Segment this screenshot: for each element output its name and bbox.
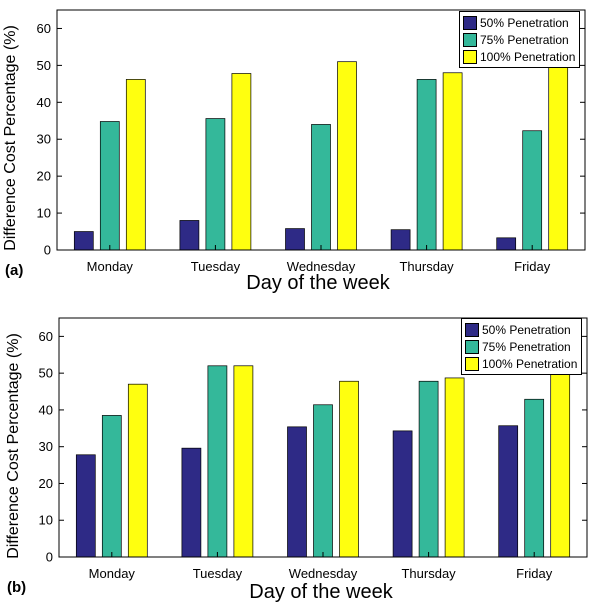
legend-label-75: 75% Penetration [482,339,571,354]
legend-label-100: 100% Penetration [480,49,576,64]
y-tick-label-10: 10 [39,513,53,528]
chart-panel-a: Monday Tuesday Wednesday Thursday Friday 0 10 2… [2,9,586,294]
x-tick-label-tuesday: Tuesday [193,566,243,581]
plot-frame [56,9,586,251]
chart-b-x-axis-label: Day of the week [249,581,393,603]
y-tick-label-20: 20 [39,476,53,491]
bar-thursday-100 [444,377,465,558]
bar-wednesday-100 [337,61,357,251]
bar-wednesday-50 [285,228,305,251]
chart-b-legend: 50% Penetration 75% Penetration 100% Pen… [461,318,583,375]
chart-b-panel-label: (b) [7,579,27,596]
y-tick-label-30: 30 [37,132,51,147]
chart-a-y-axis-label: Difference Cost Percentage (%) [2,25,19,251]
y-tick-label-50: 50 [37,58,51,73]
x-tick-label-wednesday: Wednesday [289,566,358,581]
bar-monday-50 [75,454,96,558]
bar-wednesday-50 [287,426,307,558]
bar-thursday-50 [390,229,411,251]
bar-tuesday-100 [233,365,254,558]
legend-item-75: 75% Penetration [463,31,575,48]
chart-a-x-axis-label: Day of the week [246,272,390,294]
chart-panel-b: Monday Tuesday Wednesday Thursday Friday 0 10 2… [0,304,593,608]
bar-tuesday-100 [231,73,252,251]
legend-swatch-50 [465,322,479,337]
bar-tuesday-50 [181,447,202,558]
chart-a-legend: 50% Penetration 75% Penetration 100% Pen… [459,11,581,68]
legend-item-50: 50% Penetration [463,14,575,31]
y-tick-label-60: 60 [39,329,53,344]
bar-monday-100 [127,383,148,558]
legend-label-100: 100% Penetration [482,356,578,371]
x-tick-label-friday: Friday [514,259,551,274]
legend-label-50: 50% Penetration [480,15,569,30]
bar-friday-50 [498,425,519,558]
legend-label-50: 50% Penetration [482,322,571,337]
legend-item-100: 100% Penetration [463,48,575,65]
legend-swatch-100 [463,49,477,64]
x-tick-label-friday: Friday [516,566,553,581]
y-tick-label-40: 40 [37,95,51,110]
y-tick-label-40: 40 [39,402,53,417]
bar-wednesday-75 [313,404,333,558]
y-tick-label-50: 50 [39,366,53,381]
bar-monday-75 [101,415,122,558]
y-tick-label-0: 0 [46,550,53,565]
legend-swatch-75 [463,32,477,47]
bar-monday-50 [73,231,94,251]
bar-wednesday-100 [339,380,359,558]
bar-thursday-100 [442,72,463,251]
bar-friday-75 [524,398,545,558]
x-tick-label-tuesday: Tuesday [191,259,241,274]
bar-tuesday-75 [207,365,228,558]
x-tick-label-wednesday: Wednesday [287,259,356,274]
bar-friday-100 [548,65,569,251]
y-tick-label-60: 60 [37,21,51,36]
legend-item-100: 100% Penetration [465,355,577,372]
bar-monday-75 [99,121,120,251]
bar-thursday-75 [416,79,437,251]
x-tick-label-monday: Monday [89,566,136,581]
legend-swatch-75 [465,339,479,354]
y-tick-label-20: 20 [37,169,51,184]
x-tick-label-monday: Monday [87,259,134,274]
bar-monday-100 [125,79,146,251]
bar-friday-100 [550,373,571,558]
plot-frame [58,317,588,558]
chart-b-plot: Monday Tuesday Wednesday Thursday Friday 0 10 2… [39,317,588,581]
legend-label-75: 75% Penetration [480,32,569,47]
bar-friday-75 [522,130,543,251]
chart-b-y-axis-label: Difference Cost Percentage (%) [5,333,22,559]
legend-swatch-50 [463,15,477,30]
y-tick-label-10: 10 [37,206,51,221]
bar-tuesday-50 [179,220,200,251]
chart-a-plot: Monday Tuesday Wednesday Thursday Friday 0 10 2… [37,9,586,274]
legend-swatch-100 [465,356,479,371]
y-tick-label-30: 30 [39,439,53,454]
y-tick-label-0: 0 [44,243,51,258]
x-tick-label-thursday: Thursday [399,259,454,274]
bar-friday-50 [496,237,517,251]
x-tick-label-thursday: Thursday [401,566,456,581]
bar-wednesday-75 [311,124,331,251]
legend-item-75: 75% Penetration [465,338,577,355]
bar-tuesday-75 [205,118,226,251]
chart-a-panel-label: (a) [5,262,24,279]
bar-thursday-75 [418,380,439,558]
legend-item-50: 50% Penetration [465,321,577,338]
bar-thursday-50 [392,430,413,558]
